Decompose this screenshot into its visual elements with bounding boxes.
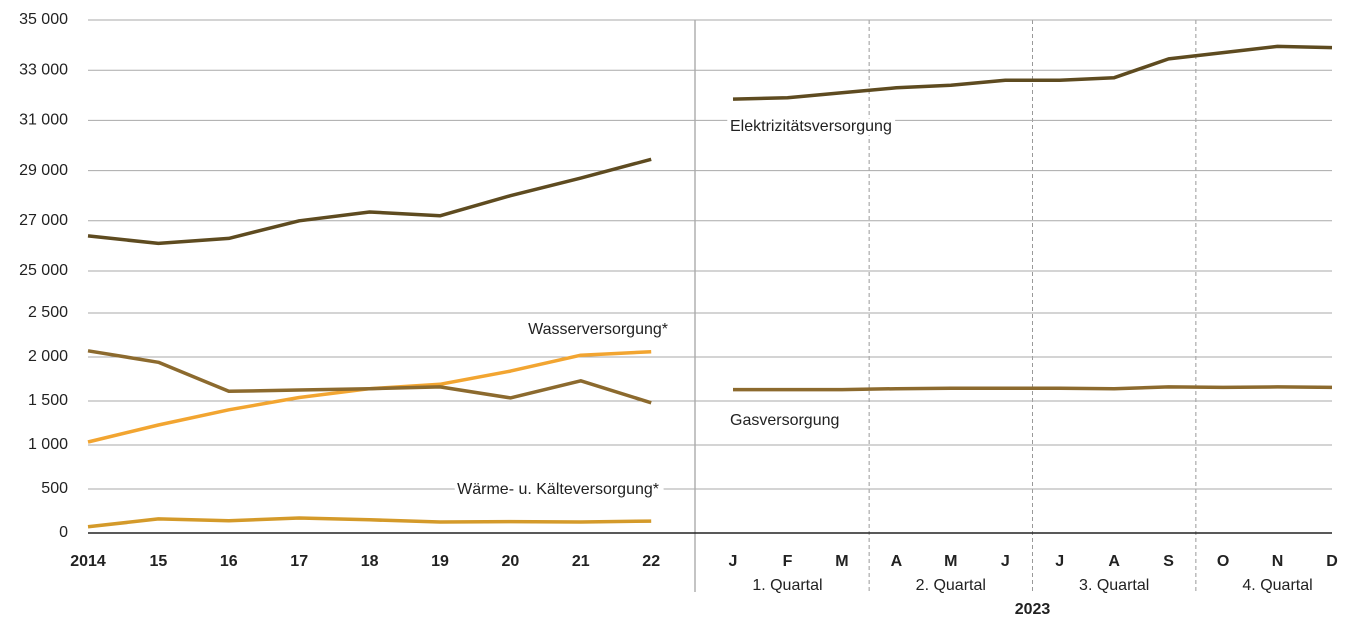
x-tick-label: F	[783, 553, 793, 570]
x-tick-label: 17	[290, 553, 308, 570]
quarter-label: 4. Quartal	[1242, 577, 1312, 594]
period-label: 2023	[1015, 601, 1051, 618]
y-tick-label: 33 000	[19, 61, 68, 78]
series-line	[87, 157, 652, 246]
x-tick-label: O	[1217, 553, 1229, 570]
y-tick-label: 27 000	[19, 212, 68, 229]
x-tick-label: S	[1163, 553, 1174, 570]
x-tick-label: 16	[220, 553, 238, 570]
y-tick-label: 0	[59, 524, 68, 541]
x-tick-label: J	[729, 553, 738, 570]
series-label: Wasserversorgung*	[528, 321, 668, 338]
quarter-label: 3. Quartal	[1079, 577, 1149, 594]
series-label: Wärme- u. Kälteversorgung*	[457, 481, 659, 498]
x-tick-label: D	[1326, 553, 1338, 570]
x-tick-label: J	[1055, 553, 1064, 570]
y-tick-label: 31 000	[19, 112, 68, 129]
series-line	[87, 349, 652, 444]
x-tick-label: M	[944, 553, 957, 570]
y-tick-label: 25 000	[19, 262, 68, 279]
x-tick-label: A	[1108, 553, 1120, 570]
x-tick-label: A	[891, 553, 903, 570]
series-label: Gasversorgung	[730, 412, 839, 429]
quarter-label: 2. Quartal	[916, 577, 986, 594]
x-tick-label: 21	[572, 553, 590, 570]
y-tick-label: 1 000	[28, 436, 68, 453]
y-tick-label: 29 000	[19, 162, 68, 179]
x-tick-label: N	[1272, 553, 1284, 570]
x-tick-label: 2014	[70, 553, 106, 570]
x-tick-label: 19	[431, 553, 449, 570]
quarter-label: 1. Quartal	[752, 577, 822, 594]
y-tick-label: 35 000	[19, 11, 68, 28]
series-line	[87, 516, 652, 529]
x-tick-label: 20	[502, 553, 520, 570]
series-line	[87, 349, 652, 405]
y-tick-label: 1 500	[28, 392, 68, 409]
x-tick-label: 18	[361, 553, 379, 570]
x-tick-label: J	[1001, 553, 1010, 570]
x-tick-label: 15	[150, 553, 168, 570]
series-line	[732, 44, 1333, 101]
y-tick-label: 2 000	[28, 348, 68, 365]
x-tick-label: 22	[642, 553, 660, 570]
series-label: Elektrizitätsversorgung	[730, 118, 892, 135]
series-line	[733, 385, 1333, 392]
x-tick-label: M	[835, 553, 848, 570]
y-tick-label: 500	[41, 480, 68, 497]
y-tick-label: 2 500	[28, 304, 68, 321]
